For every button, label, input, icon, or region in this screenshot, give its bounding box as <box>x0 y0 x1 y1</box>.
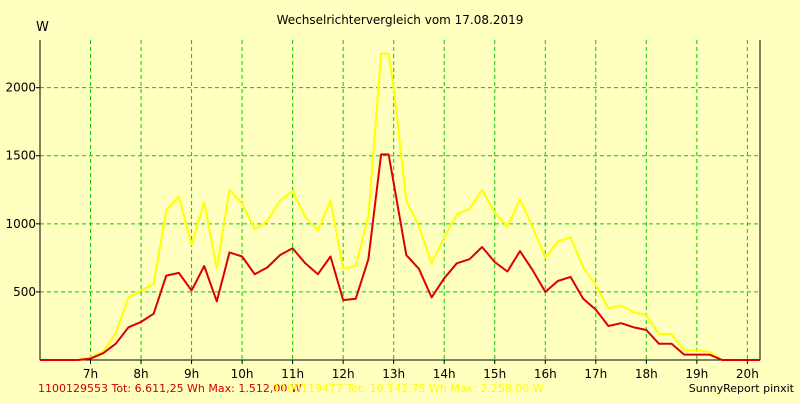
series-line-red <box>40 153 760 361</box>
plot-background <box>40 40 760 360</box>
y-tick-label: 1500 <box>5 149 36 163</box>
plot-area: 7h 8h 9h 10h 11h 12h 13h 14h 15h 16h 17h 18h 19h 20h 5… <box>5 40 761 381</box>
x-tick-label: 11h <box>281 367 304 381</box>
x-tick-label: 17h <box>584 367 607 381</box>
y-axis-label: W <box>36 20 49 35</box>
x-tick-label: 10h <box>231 367 254 381</box>
x-tick-label: 19h <box>685 367 708 381</box>
credit-text: SunnyReport pinxit <box>688 382 794 395</box>
x-tick-label: 16h <box>534 367 557 381</box>
series-red-summary: 1100129553 Tot: 6.611,25 Wh Max: 1.512,0… <box>38 382 302 395</box>
x-tick-label: 14h <box>433 367 456 381</box>
chart-title: Wechselrichtervergleich vom 17.08.2019 <box>277 13 524 27</box>
x-tick-label: 20h <box>736 367 759 381</box>
x-tick-label: 9h <box>184 367 199 381</box>
series-yellow-summary: 1100119477 Tot: 10.141,75 Wh Max: 2.258,… <box>273 382 544 395</box>
x-tick-label: 15h <box>483 367 506 381</box>
y-tick-label: 1000 <box>5 217 36 231</box>
x-tick-label: 7h <box>83 367 98 381</box>
x-tick-label: 13h <box>382 367 405 381</box>
x-tick-label: 8h <box>133 367 148 381</box>
y-tick-label: 2000 <box>5 81 36 95</box>
x-tick-label: 12h <box>332 367 355 381</box>
x-tick-label: 18h <box>635 367 658 381</box>
series-line-yellow <box>40 52 760 361</box>
y-tick-label: 500 <box>13 285 36 299</box>
